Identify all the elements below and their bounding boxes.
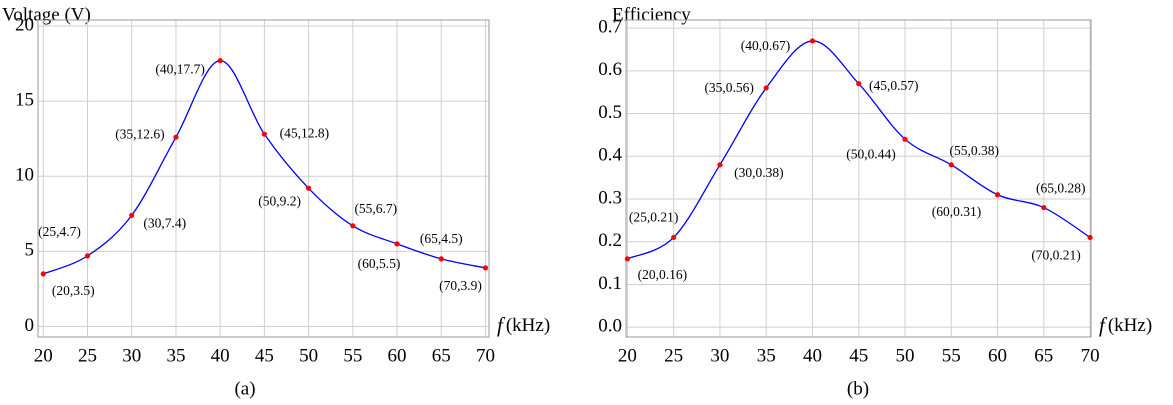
y-tick-label: 10 <box>15 165 34 186</box>
data-label: (25,4.7) <box>38 224 81 239</box>
data-point <box>394 241 400 247</box>
plot-frame <box>37 19 490 338</box>
x-tick-label: 35 <box>757 345 776 366</box>
x-tick-label: 65 <box>432 345 451 366</box>
data-point <box>856 81 862 87</box>
x-tick-label: 60 <box>388 345 407 366</box>
x-tick-label: 40 <box>803 345 822 366</box>
y-tick-label: 0.3 <box>598 187 622 208</box>
data-label: (65,4.5) <box>420 231 463 246</box>
data-label: (60,5.5) <box>358 256 401 271</box>
data-point <box>948 162 954 168</box>
x-tick-label: 25 <box>78 345 97 366</box>
x-tick-label: 25 <box>664 345 683 366</box>
x-tick-label: 20 <box>618 345 637 366</box>
data-point <box>1041 204 1047 211</box>
x-tick-label: 45 <box>849 345 868 366</box>
y-tick-label: 20 <box>15 14 34 35</box>
x-axis-unit: (kHz) <box>1108 315 1152 336</box>
data-label: (25,0.21) <box>629 210 679 225</box>
y-tick-label: 0.5 <box>598 102 622 123</box>
data-point <box>129 212 135 218</box>
data-point <box>40 271 46 277</box>
data-point <box>902 136 908 142</box>
data-point <box>717 162 723 168</box>
data-point <box>1087 234 1093 241</box>
y-tick-label: 5 <box>25 240 35 261</box>
data-label: (70,0.21) <box>1031 248 1081 263</box>
x-tick-label: 40 <box>211 345 230 366</box>
y-tick-label: 0.7 <box>598 16 622 37</box>
caption: (b) <box>847 378 869 399</box>
data-label: (30,7.4) <box>143 215 186 230</box>
data-label: (55,6.7) <box>354 201 397 216</box>
data-point <box>306 185 312 191</box>
data-point <box>671 234 677 241</box>
data-label: (45,0.57) <box>869 78 919 93</box>
x-axis-unit: (kHz) <box>506 315 550 336</box>
data-label: (50,9.2) <box>258 193 301 208</box>
y-tick-label: 15 <box>15 89 34 110</box>
data-point <box>173 134 179 140</box>
data-point <box>624 256 630 262</box>
data-point <box>350 223 356 229</box>
chart-title: Efficiency <box>612 4 691 25</box>
data-point <box>763 85 769 91</box>
plot-frame <box>625 19 1092 338</box>
data-label: (20,3.5) <box>52 283 95 298</box>
data-label: (40,0.67) <box>741 38 791 53</box>
x-tick-label: 60 <box>988 345 1007 366</box>
data-point <box>482 265 489 271</box>
x-tick-label: 55 <box>343 345 362 366</box>
x-tick-label: 20 <box>34 345 53 366</box>
x-axis-label: f (kHz) <box>497 313 550 337</box>
x-tick-label: 70 <box>476 345 495 366</box>
x-tick-label: 65 <box>1034 345 1053 366</box>
y-tick-label: 0.1 <box>598 273 622 294</box>
curve <box>43 59 486 275</box>
x-tick-label: 45 <box>255 345 274 366</box>
x-tick-label: 70 <box>1081 345 1100 366</box>
data-label: (30,0.38) <box>734 165 784 180</box>
data-label: (65,0.28) <box>1036 181 1086 196</box>
y-tick-label: 0.4 <box>598 145 622 166</box>
x-tick-label: 30 <box>122 345 141 366</box>
data-point <box>809 38 816 44</box>
data-point <box>261 131 267 137</box>
data-label: (20,0.16) <box>638 267 688 282</box>
data-label: (60,0.31) <box>932 204 982 219</box>
data-label: (45,12.8) <box>280 125 330 140</box>
y-tick-label: 0.2 <box>598 230 622 251</box>
data-point <box>994 192 1001 198</box>
data-point <box>84 253 91 259</box>
x-axis-label: f (kHz) <box>1099 313 1152 337</box>
y-tick-label: 0.6 <box>598 59 622 80</box>
x-tick-label: 35 <box>166 345 185 366</box>
data-label: (40,17.7) <box>155 62 205 77</box>
data-label: (35,12.6) <box>115 126 165 141</box>
x-tick-label: 50 <box>299 345 318 366</box>
curve <box>627 40 1091 260</box>
x-axis-symbol: f <box>497 313 506 337</box>
data-label: (55,0.38) <box>950 143 1000 158</box>
y-tick-label: 0.0 <box>598 316 622 337</box>
y-tick-label: 0 <box>25 315 35 336</box>
x-tick-label: 50 <box>896 345 915 366</box>
x-tick-label: 30 <box>710 345 729 366</box>
x-axis-symbol: f <box>1099 313 1108 337</box>
data-point <box>217 57 223 64</box>
x-tick-label: 55 <box>942 345 961 366</box>
data-label: (70,3.9) <box>439 278 482 293</box>
data-point <box>438 256 444 262</box>
data-label: (35,0.56) <box>704 80 754 95</box>
caption: (a) <box>234 378 255 399</box>
data-label: (50,0.44) <box>846 146 896 161</box>
